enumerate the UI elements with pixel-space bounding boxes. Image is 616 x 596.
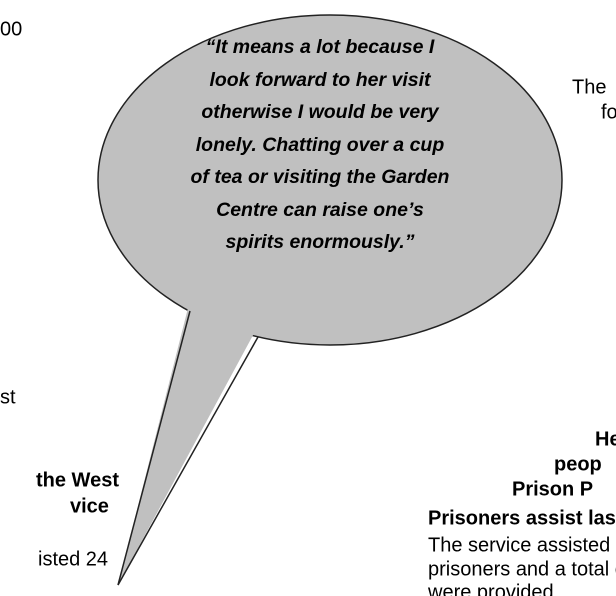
- quote-line: look forward to her visit: [209, 69, 432, 91]
- bubble-tail-edge: [117, 336, 259, 586]
- bubble-tail-edge: [117, 310, 191, 586]
- heading-fragment: peop: [554, 453, 602, 475]
- heading-fragment: vice: [70, 495, 109, 517]
- text-fragment: isted 24: [38, 548, 108, 570]
- bubble-body: [97, 14, 563, 346]
- heading-fragment: He: [595, 428, 616, 450]
- text-fragment: st: [0, 386, 16, 408]
- quote-line: of tea or visiting the Garden: [191, 166, 450, 188]
- quote-line: spirits enormously.”: [226, 231, 415, 253]
- quote-line: “It means a lot because I: [206, 36, 435, 58]
- quote-line: otherwise I would be very: [201, 101, 439, 123]
- text-fragment: fo: [601, 101, 616, 123]
- speech-bubble: “It means a lot because I look forward t…: [97, 14, 563, 586]
- text-fragment: The: [572, 76, 606, 98]
- text-fragment: 00: [0, 18, 22, 40]
- text-fragment: prisoners and a total of: [428, 558, 616, 580]
- text-fragment: The service assisted 21: [428, 534, 616, 556]
- heading-fragment: Prison P: [512, 478, 593, 500]
- quote-line: Centre can raise one’s: [216, 199, 424, 221]
- text-fragment: were provided.: [427, 581, 559, 596]
- heading-fragment: the West: [36, 469, 119, 491]
- bubble-tail: [118, 300, 258, 585]
- quote-line: lonely. Chatting over a cup: [196, 134, 445, 156]
- heading-fragment: Prisoners assist last y: [428, 507, 616, 529]
